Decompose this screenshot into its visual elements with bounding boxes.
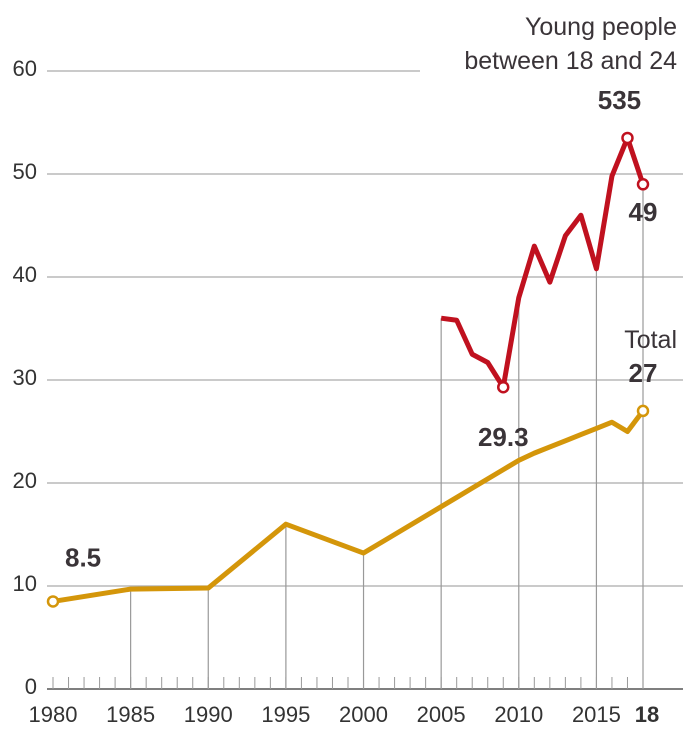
y-tick-label: 10 [13, 571, 37, 596]
y-tick-label: 20 [13, 468, 37, 493]
x-tick-label: 1985 [106, 702, 155, 727]
series-line [440, 135, 646, 390]
x-tick-label: 1990 [184, 702, 233, 727]
point-marker [497, 380, 510, 394]
value-label: 535 [598, 85, 641, 115]
point-marker [46, 595, 60, 608]
x-tick-label: 2010 [494, 702, 543, 727]
series-label: Total [624, 326, 677, 354]
x-tick-label: 2000 [339, 702, 388, 727]
x-tick-label: 18 [635, 702, 659, 727]
y-tick-label: 30 [13, 365, 37, 390]
x-tick-label: 2005 [417, 702, 466, 727]
y-tick-label: 0 [25, 674, 37, 699]
series-line [52, 409, 645, 604]
point-marker [621, 131, 634, 145]
x-tick-label: 1995 [261, 702, 310, 727]
x-tick-label: 2015 [572, 702, 621, 727]
x-tick-label: 1980 [29, 702, 78, 727]
point-marker [636, 178, 650, 191]
y-tick-label: 40 [13, 262, 37, 287]
value-label: 8.5 [65, 542, 101, 572]
value-label: 49 [629, 197, 658, 227]
series-label: Young people between 18 and 24 [464, 13, 677, 75]
value-label: 29.3 [478, 422, 529, 452]
point-marker [636, 404, 650, 418]
y-tick-label: 50 [13, 159, 37, 184]
value-label: 27 [629, 358, 658, 388]
y-tick-label: 60 [13, 56, 37, 81]
